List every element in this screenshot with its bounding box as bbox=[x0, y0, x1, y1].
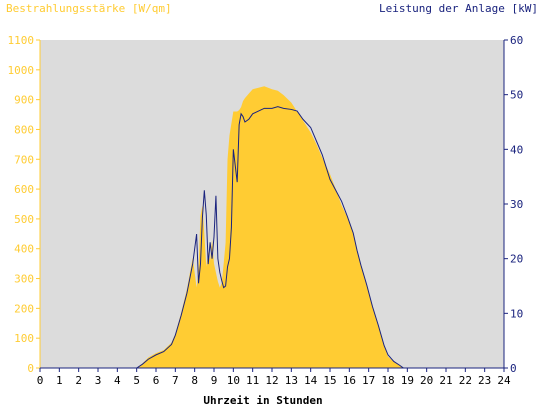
x-tick-label: 6 bbox=[153, 374, 160, 387]
y-left-tick-label: 700 bbox=[14, 153, 34, 166]
y-right-tick-label: 40 bbox=[510, 143, 523, 156]
x-tick-label: 24 bbox=[497, 374, 511, 387]
y-right-tick-label: 10 bbox=[510, 307, 523, 320]
x-tick-label: 4 bbox=[114, 374, 121, 387]
x-axis-label: Uhrzeit in Stunden bbox=[203, 394, 322, 407]
x-tick-label: 1 bbox=[56, 374, 63, 387]
tick-labels: 0100200300400500600700800900100011000102… bbox=[8, 34, 524, 387]
y-left-tick-label: 100 bbox=[14, 332, 34, 345]
x-tick-label: 16 bbox=[343, 374, 356, 387]
x-tick-label: 15 bbox=[323, 374, 336, 387]
y-left-tick-label: 1000 bbox=[8, 64, 35, 77]
x-tick-label: 23 bbox=[478, 374, 491, 387]
x-tick-label: 2 bbox=[75, 374, 82, 387]
y-right-tick-label: 30 bbox=[510, 198, 523, 211]
y-right-tick-label: 20 bbox=[510, 253, 523, 266]
y-right-tick-label: 50 bbox=[510, 89, 523, 102]
y-left-tick-label: 500 bbox=[14, 213, 34, 226]
y-left-tick-label: 900 bbox=[14, 94, 34, 107]
x-tick-label: 19 bbox=[401, 374, 414, 387]
x-tick-label: 11 bbox=[246, 374, 259, 387]
x-tick-label: 22 bbox=[459, 374, 472, 387]
x-tick-label: 0 bbox=[37, 374, 44, 387]
power-line-series bbox=[40, 106, 504, 369]
series-layer bbox=[40, 86, 504, 369]
axes-layer bbox=[36, 39, 508, 372]
x-tick-label: 12 bbox=[265, 374, 278, 387]
y-left-tick-label: 400 bbox=[14, 243, 34, 256]
y-left-tick-label: 200 bbox=[14, 302, 34, 315]
x-tick-label: 3 bbox=[95, 374, 102, 387]
y-right-tick-label: 60 bbox=[510, 34, 523, 47]
x-tick-label: 18 bbox=[381, 374, 394, 387]
y-right-tick-label: 0 bbox=[510, 362, 517, 375]
x-tick-label: 10 bbox=[227, 374, 240, 387]
x-tick-label: 17 bbox=[362, 374, 375, 387]
x-tick-label: 21 bbox=[439, 374, 452, 387]
irradiance-area-series bbox=[40, 86, 504, 368]
x-tick-label: 14 bbox=[304, 374, 318, 387]
y-left-axis-label: Bestrahlungsstärke [W/qm] bbox=[6, 2, 172, 15]
y-left-tick-label: 0 bbox=[27, 362, 34, 375]
y-right-axis-label: Leistung der Anlage [kW] bbox=[379, 2, 538, 15]
y-left-tick-label: 1100 bbox=[8, 34, 35, 47]
x-tick-label: 20 bbox=[420, 374, 433, 387]
x-tick-label: 7 bbox=[172, 374, 179, 387]
y-left-tick-label: 300 bbox=[14, 273, 34, 286]
y-left-tick-label: 600 bbox=[14, 183, 34, 196]
x-tick-label: 9 bbox=[211, 374, 218, 387]
x-tick-label: 13 bbox=[285, 374, 298, 387]
x-tick-label: 5 bbox=[133, 374, 140, 387]
x-tick-label: 8 bbox=[191, 374, 198, 387]
y-left-tick-label: 800 bbox=[14, 123, 34, 136]
